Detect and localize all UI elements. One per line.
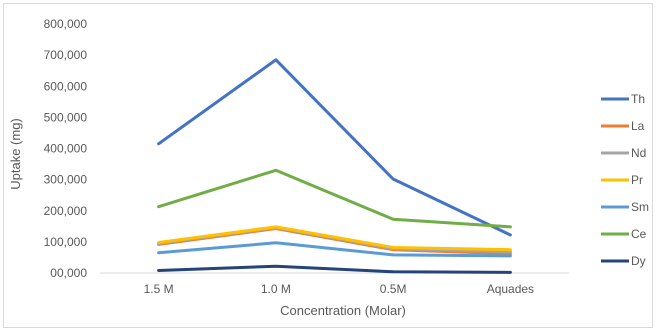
- legend-label-ce: Ce: [631, 227, 647, 241]
- x-axis-title: Concentration (Molar): [280, 303, 406, 318]
- y-tick-label: 500,000: [44, 110, 88, 124]
- legend-label-dy: Dy: [631, 254, 646, 268]
- legend-label-pr: Pr: [631, 173, 643, 187]
- legend-label-la: La: [631, 119, 645, 133]
- series-lines: [157, 58, 512, 274]
- series-line-th: [157, 58, 512, 237]
- y-tick-label: 100,000: [44, 235, 88, 249]
- legend-label-th: Th: [631, 92, 645, 106]
- x-axis-ticks: 1.5 M 1.0 M 0.5M Aquades: [144, 282, 534, 296]
- x-tick-label: 0.5M: [380, 282, 407, 296]
- series-line-dy: [157, 264, 512, 274]
- legend-label-sm: Sm: [631, 200, 649, 214]
- y-tick-label: 00,000: [50, 266, 87, 280]
- series-line-ce: [157, 168, 512, 229]
- y-axis-title: Uptake (mg): [8, 118, 23, 190]
- y-tick-label: 300,000: [44, 173, 88, 187]
- y-tick-label: 800,000: [44, 17, 88, 31]
- x-tick-label: Aquades: [487, 282, 534, 296]
- y-tick-label: 200,000: [44, 204, 88, 218]
- x-tick-label: 1.0 M: [261, 282, 291, 296]
- x-tick-label: 1.5 M: [144, 282, 174, 296]
- y-tick-label: 700,000: [44, 48, 88, 62]
- chart-frame: 00,000 100,000 200,000 300,000 400,000 500,00…: [3, 3, 653, 328]
- line-chart: 00,000 100,000 200,000 300,000 400,000 500,00…: [8, 17, 649, 318]
- series-line-sm: [157, 241, 512, 258]
- y-axis-ticks: 00,000 100,000 200,000 300,000 400,000 500,00…: [44, 17, 88, 280]
- y-tick-label: 600,000: [44, 79, 88, 93]
- series-line-pr: [157, 225, 512, 252]
- y-tick-label: 400,000: [44, 142, 88, 156]
- legend-label-nd: Nd: [631, 146, 646, 160]
- legend: Th La Nd Pr Sm Ce Dy: [601, 92, 649, 268]
